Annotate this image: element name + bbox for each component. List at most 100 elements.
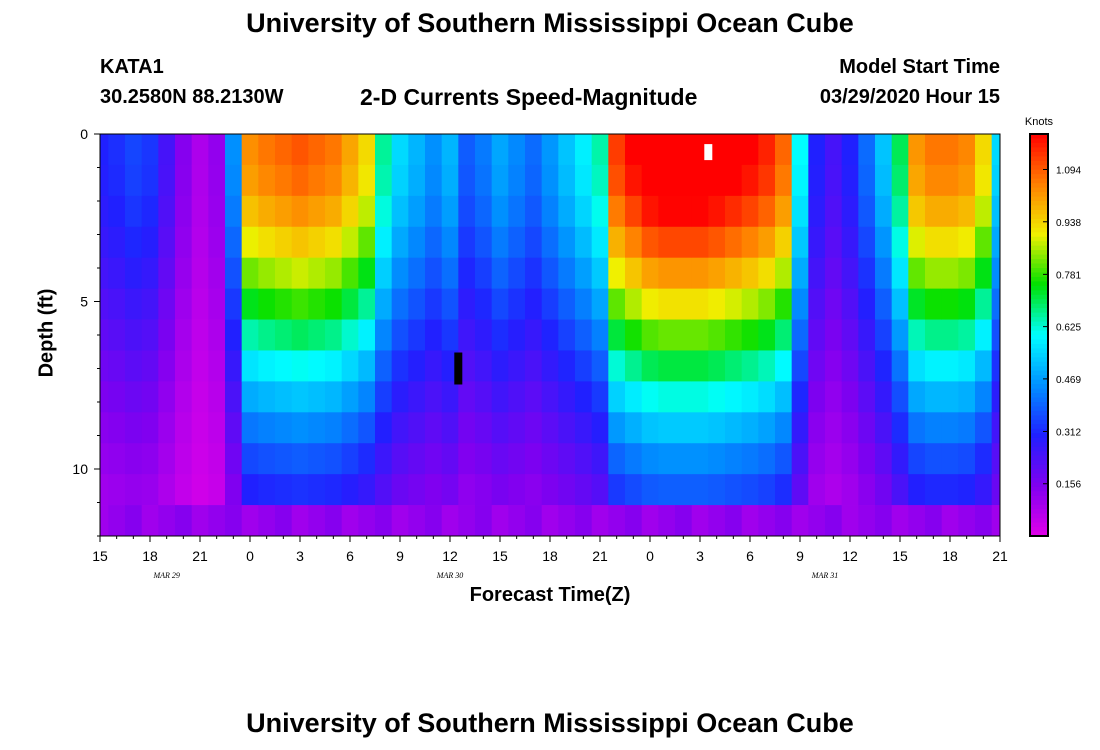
heatmap-cell bbox=[675, 195, 693, 228]
heatmap-cell bbox=[325, 226, 343, 259]
heatmap-cell bbox=[675, 474, 693, 506]
heatmap-cell bbox=[591, 134, 609, 166]
heatmap-cell bbox=[625, 226, 643, 259]
heatmap-cell bbox=[425, 381, 443, 413]
heatmap-cell bbox=[575, 195, 593, 228]
heatmap-cell bbox=[591, 443, 609, 475]
heatmap-cell bbox=[575, 381, 593, 413]
heatmap-cell bbox=[758, 164, 776, 197]
heatmap-cell bbox=[208, 319, 226, 351]
heatmap-cell bbox=[925, 412, 943, 444]
heatmap-cell bbox=[858, 288, 876, 320]
heatmap-cell bbox=[575, 164, 593, 197]
heatmap-cell bbox=[191, 412, 209, 444]
heatmap-cell bbox=[141, 195, 159, 228]
heatmap-cell bbox=[925, 443, 943, 475]
heatmap-cell bbox=[575, 505, 593, 537]
heatmap-cell bbox=[475, 505, 493, 537]
date-label: MAR 29 bbox=[152, 571, 179, 580]
heatmap-cell bbox=[158, 134, 176, 166]
colorbar-segment bbox=[1030, 330, 1048, 336]
heatmap-cell bbox=[391, 195, 409, 228]
colorbar-segment bbox=[1030, 442, 1048, 448]
heatmap-cell bbox=[858, 412, 876, 444]
heatmap-cell bbox=[558, 412, 576, 444]
colorbar-tick-label: 0.312 bbox=[1056, 427, 1081, 438]
heatmap-cell bbox=[141, 474, 159, 506]
heatmap-cell bbox=[291, 474, 309, 506]
colorbar-segment bbox=[1030, 142, 1048, 148]
heatmap-cell bbox=[775, 319, 793, 351]
heatmap-cell bbox=[758, 195, 776, 228]
heatmap-cell bbox=[341, 288, 359, 320]
heatmap-cell bbox=[941, 134, 959, 166]
heatmap-cell bbox=[725, 319, 743, 351]
heatmap-cell bbox=[625, 381, 643, 413]
station-coordinates: 30.2580N 88.2130W bbox=[100, 86, 284, 108]
heatmap-cell bbox=[275, 443, 293, 475]
heatmap-cell bbox=[658, 319, 676, 351]
heatmap-cell bbox=[241, 164, 259, 197]
heatmap-cell bbox=[291, 505, 309, 537]
heatmap-cell bbox=[725, 443, 743, 475]
heatmap-cell bbox=[525, 164, 543, 197]
heatmap-cell bbox=[958, 226, 976, 259]
heatmap-cell bbox=[858, 134, 876, 166]
heatmap-cell bbox=[675, 381, 693, 413]
heatmap-cell bbox=[875, 164, 893, 197]
heatmap-cell bbox=[575, 134, 593, 166]
heatmap-cell bbox=[491, 195, 509, 228]
heatmap-cell bbox=[808, 412, 826, 444]
heatmap-cell bbox=[975, 443, 993, 475]
heatmap-cell bbox=[891, 474, 909, 506]
heatmap-cell bbox=[475, 381, 493, 413]
heatmap-cell bbox=[258, 164, 276, 197]
heatmap-cell bbox=[491, 412, 509, 444]
heatmap-cell bbox=[758, 381, 776, 413]
heatmap-cell bbox=[525, 257, 543, 290]
heatmap-cell bbox=[658, 257, 676, 290]
colorbar-segment bbox=[1030, 464, 1048, 470]
heatmap-cell bbox=[725, 381, 743, 413]
heatmap-cell bbox=[325, 134, 343, 166]
heatmap-cell bbox=[391, 134, 409, 166]
heatmap-cell bbox=[575, 288, 593, 320]
heatmap-cell bbox=[808, 288, 826, 320]
colorbar-segment bbox=[1030, 531, 1048, 537]
heatmap-cell bbox=[975, 474, 993, 506]
colorbar-tick-label: 0.938 bbox=[1056, 218, 1081, 229]
heatmap-cell bbox=[425, 257, 443, 290]
colorbar-segment bbox=[1030, 134, 1048, 139]
heatmap-cell bbox=[608, 319, 626, 351]
colorbar-segment bbox=[1030, 281, 1048, 287]
heatmap-cell bbox=[825, 257, 843, 290]
colorbar-segment bbox=[1030, 192, 1048, 198]
heatmap-cell bbox=[741, 505, 759, 537]
heatmap-cell bbox=[158, 226, 176, 259]
heatmap-cell bbox=[475, 474, 493, 506]
heatmap-cell bbox=[758, 350, 776, 382]
heatmap-cell bbox=[791, 443, 809, 475]
heatmap-cell bbox=[358, 195, 376, 228]
heatmap-cell bbox=[675, 164, 693, 197]
heatmap-cell bbox=[225, 257, 243, 290]
heatmap-cell bbox=[175, 226, 193, 259]
heatmap-cell bbox=[841, 288, 859, 320]
heatmap-cell bbox=[558, 350, 576, 382]
heatmap-cell bbox=[625, 319, 643, 351]
heatmap-cell bbox=[375, 319, 393, 351]
colorbar-tick-label: 0.781 bbox=[1056, 270, 1081, 281]
colorbar-segment bbox=[1030, 513, 1048, 519]
heatmap-cell bbox=[525, 350, 543, 382]
heatmap-cell bbox=[741, 195, 759, 228]
heatmap-cell bbox=[825, 474, 843, 506]
heatmap-cell bbox=[291, 226, 309, 259]
heatmap-cell bbox=[291, 412, 309, 444]
heatmap-cell bbox=[125, 134, 143, 166]
heatmap-cell bbox=[541, 288, 559, 320]
heatmap-cell bbox=[291, 257, 309, 290]
heatmap-cell bbox=[575, 350, 593, 382]
heatmap-cell bbox=[175, 412, 193, 444]
heatmap-cell bbox=[808, 443, 826, 475]
